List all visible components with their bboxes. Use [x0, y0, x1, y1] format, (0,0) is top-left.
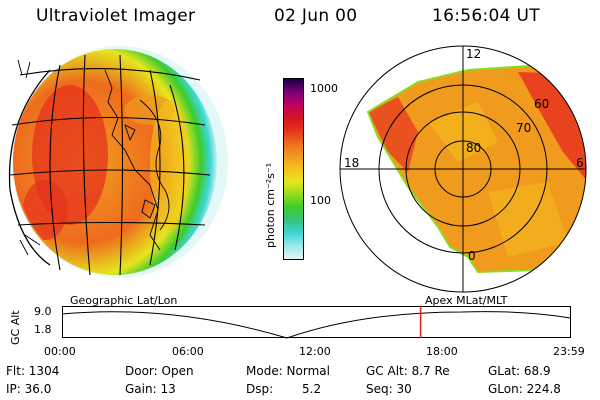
- gc-altitude: GC Alt: 8.7 Re: [366, 364, 450, 378]
- colorbar-tick-1000: 1000: [310, 82, 338, 95]
- mode-value: Mode: Normal: [246, 364, 330, 378]
- instrument-title: Ultraviolet Imager: [36, 6, 196, 26]
- geographic-latitude: GLat: 68.9: [488, 364, 551, 378]
- altitude-ytick-bottom: 1.8: [34, 323, 52, 336]
- flight-number: Flt: 1304: [6, 364, 60, 378]
- altitude-ytick-top: 9.0: [34, 305, 52, 318]
- mlt-label-dawn: 6: [576, 156, 584, 170]
- colorbar-tick-100: 100: [310, 194, 331, 207]
- geographic-projection-label: Geographic Lat/Lon: [70, 294, 178, 307]
- gain-value: Gain: 13: [125, 382, 176, 396]
- door-status: Door: Open: [125, 364, 194, 378]
- apex-projection-label: Apex MLat/MLT: [425, 294, 508, 307]
- time-label: 16:56:04 UT: [432, 6, 540, 26]
- time-tick-2359: 23:59: [553, 345, 585, 358]
- geographic-auroral-image: [8, 46, 228, 278]
- time-tick-0600: 06:00: [172, 345, 204, 358]
- dsp-value: 5.2: [302, 382, 322, 396]
- colorbar: [283, 78, 304, 260]
- colorbar-unit-label: photon cm⁻²s⁻¹: [264, 162, 277, 248]
- geographic-longitude: GLon: 224.8: [488, 382, 561, 396]
- altitude-timeline-plot: [62, 306, 571, 339]
- altitude-curve: [62, 311, 571, 339]
- colorbar-gradient: [283, 78, 304, 260]
- dsp-label: Dsp:: [246, 382, 274, 396]
- sequence-number: Seq: 30: [366, 382, 412, 396]
- time-tick-1200: 12:00: [299, 345, 331, 358]
- altitude-axis-label: GC Alt: [9, 310, 22, 345]
- mlat-label-70: 70: [516, 121, 531, 135]
- polar-mlat-mlt-plot: 12 18 6 0 60 70 80: [339, 45, 587, 293]
- mlt-label-dusk: 18: [344, 156, 359, 170]
- mlt-label-noon: 12: [466, 47, 481, 61]
- time-tick-0000: 00:00: [44, 345, 76, 358]
- mlat-label-80: 80: [466, 141, 481, 155]
- date-label: 02 Jun 00: [274, 6, 358, 26]
- time-tick-1800: 18:00: [426, 345, 458, 358]
- mlt-label-midnight: 0: [468, 249, 476, 263]
- ip-value: IP: 36.0: [6, 382, 52, 396]
- mlat-label-60: 60: [534, 97, 549, 111]
